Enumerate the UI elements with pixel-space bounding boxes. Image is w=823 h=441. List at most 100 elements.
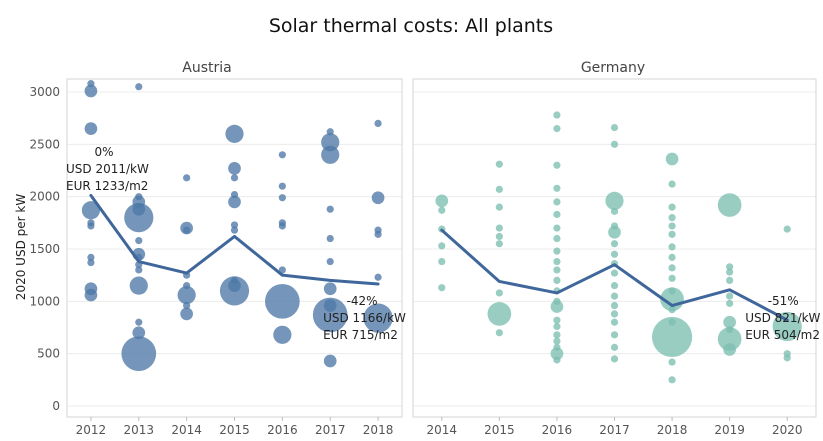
x-tick-label: 2018 xyxy=(657,423,688,437)
y-axis-label: 2020 USD per kW xyxy=(14,194,28,301)
annotation-label: USD 1166/kW xyxy=(323,311,406,325)
data-point-austria xyxy=(230,174,239,182)
data-point-austria xyxy=(81,201,101,220)
x-tick-label: 2019 xyxy=(714,423,745,437)
data-point-austria xyxy=(135,83,143,91)
data-point-austria xyxy=(87,80,95,88)
data-point-germany xyxy=(553,356,561,364)
data-point-germany xyxy=(668,318,676,326)
data-point-germany xyxy=(553,257,561,266)
data-point-germany xyxy=(553,316,561,324)
data-point-germany xyxy=(651,316,693,358)
data-point-germany xyxy=(610,140,619,148)
data-point-germany xyxy=(553,322,561,331)
data-point-germany xyxy=(553,266,561,274)
data-point-germany xyxy=(495,185,503,193)
data-point-germany xyxy=(608,225,621,239)
data-point-germany xyxy=(668,180,676,188)
data-point-austria xyxy=(278,151,286,159)
x-tick-label: 2016 xyxy=(542,423,573,437)
data-point-austria xyxy=(121,336,157,372)
data-point-germany xyxy=(553,234,561,243)
data-point-germany xyxy=(610,222,619,230)
data-point-germany xyxy=(495,160,503,168)
annotation-label: EUR 1233/m2 xyxy=(66,179,148,193)
data-point-austria xyxy=(228,162,241,175)
data-point-germany xyxy=(610,355,619,363)
data-point-austria xyxy=(278,266,286,274)
data-point-germany xyxy=(726,299,734,308)
annotation-label: USD 821/kW xyxy=(745,311,820,325)
y-tick-label: 2500 xyxy=(29,137,60,151)
trend-line-germany xyxy=(440,228,789,322)
data-point-germany xyxy=(665,152,679,166)
data-point-germany xyxy=(610,269,619,277)
data-point-austria xyxy=(135,237,143,245)
x-tick-label: 2015 xyxy=(219,423,250,437)
data-point-germany xyxy=(553,184,561,192)
data-point-austria xyxy=(312,297,348,333)
x-tick-label: 2016 xyxy=(267,423,298,437)
data-point-austria xyxy=(183,226,191,234)
data-point-germany xyxy=(553,331,561,339)
x-tick-label: 2012 xyxy=(76,423,107,437)
data-point-germany xyxy=(668,222,676,230)
data-point-germany xyxy=(726,268,734,276)
data-point-germany xyxy=(668,214,676,222)
data-point-austria xyxy=(230,190,239,199)
data-point-germany xyxy=(487,302,512,326)
data-point-austria xyxy=(326,234,334,243)
data-point-austria xyxy=(326,257,334,266)
data-point-austria xyxy=(132,202,146,216)
data-point-germany xyxy=(668,376,676,384)
data-point-germany xyxy=(668,203,676,211)
data-point-germany xyxy=(553,247,561,255)
data-point-austria xyxy=(135,266,143,274)
data-point-germany xyxy=(553,111,561,119)
labels-layer: 0 500 1000 1500 2000 2500 3000 2012 2013 2014 2015… xyxy=(29,85,820,437)
data-point-germany xyxy=(553,125,561,133)
data-point-germany xyxy=(610,123,619,132)
data-point-austria xyxy=(84,122,98,135)
data-point-germany xyxy=(668,230,676,238)
panel-label-austria: Austria xyxy=(182,60,231,76)
data-point-austria xyxy=(124,203,154,233)
data-point-germany xyxy=(726,276,734,284)
data-point-germany xyxy=(610,292,619,300)
data-point-austria xyxy=(87,222,95,230)
annotation-label: EUR 504/m2 xyxy=(745,328,820,342)
data-point-germany xyxy=(553,343,561,351)
data-point-germany xyxy=(610,301,619,310)
x-tick-label: 2020 xyxy=(772,423,803,437)
data-point-germany xyxy=(610,310,619,318)
x-tick-label: 2018 xyxy=(363,423,394,437)
data-point-germany xyxy=(772,311,802,342)
data-point-austria xyxy=(183,282,191,290)
data-point-germany xyxy=(495,232,503,241)
data-point-germany xyxy=(783,225,791,233)
data-point-germany xyxy=(495,329,503,337)
data-point-austria xyxy=(87,259,95,267)
data-point-germany xyxy=(717,327,742,351)
data-point-austria xyxy=(278,182,286,190)
data-point-austria xyxy=(135,193,143,201)
data-point-austria xyxy=(326,205,334,213)
data-point-austria xyxy=(323,299,337,312)
data-point-germany xyxy=(668,306,676,314)
panel-label-germany: Germany xyxy=(581,60,645,76)
data-point-germany xyxy=(438,242,446,250)
y-tick-label: 500 xyxy=(37,347,60,361)
data-point-germany xyxy=(550,347,564,361)
data-point-austria xyxy=(363,303,393,333)
data-point-germany xyxy=(610,250,619,258)
data-point-germany xyxy=(495,203,503,211)
data-point-germany xyxy=(668,274,676,282)
y-tick-label: 0 xyxy=(52,399,60,413)
x-tick-label: 2013 xyxy=(124,423,155,437)
data-point-austria xyxy=(323,282,337,296)
y-tick-label: 3000 xyxy=(29,85,60,99)
y-tick-label: 1000 xyxy=(29,294,60,308)
data-point-germany xyxy=(726,263,734,271)
data-point-austria xyxy=(321,133,340,152)
data-point-austria xyxy=(371,191,385,205)
